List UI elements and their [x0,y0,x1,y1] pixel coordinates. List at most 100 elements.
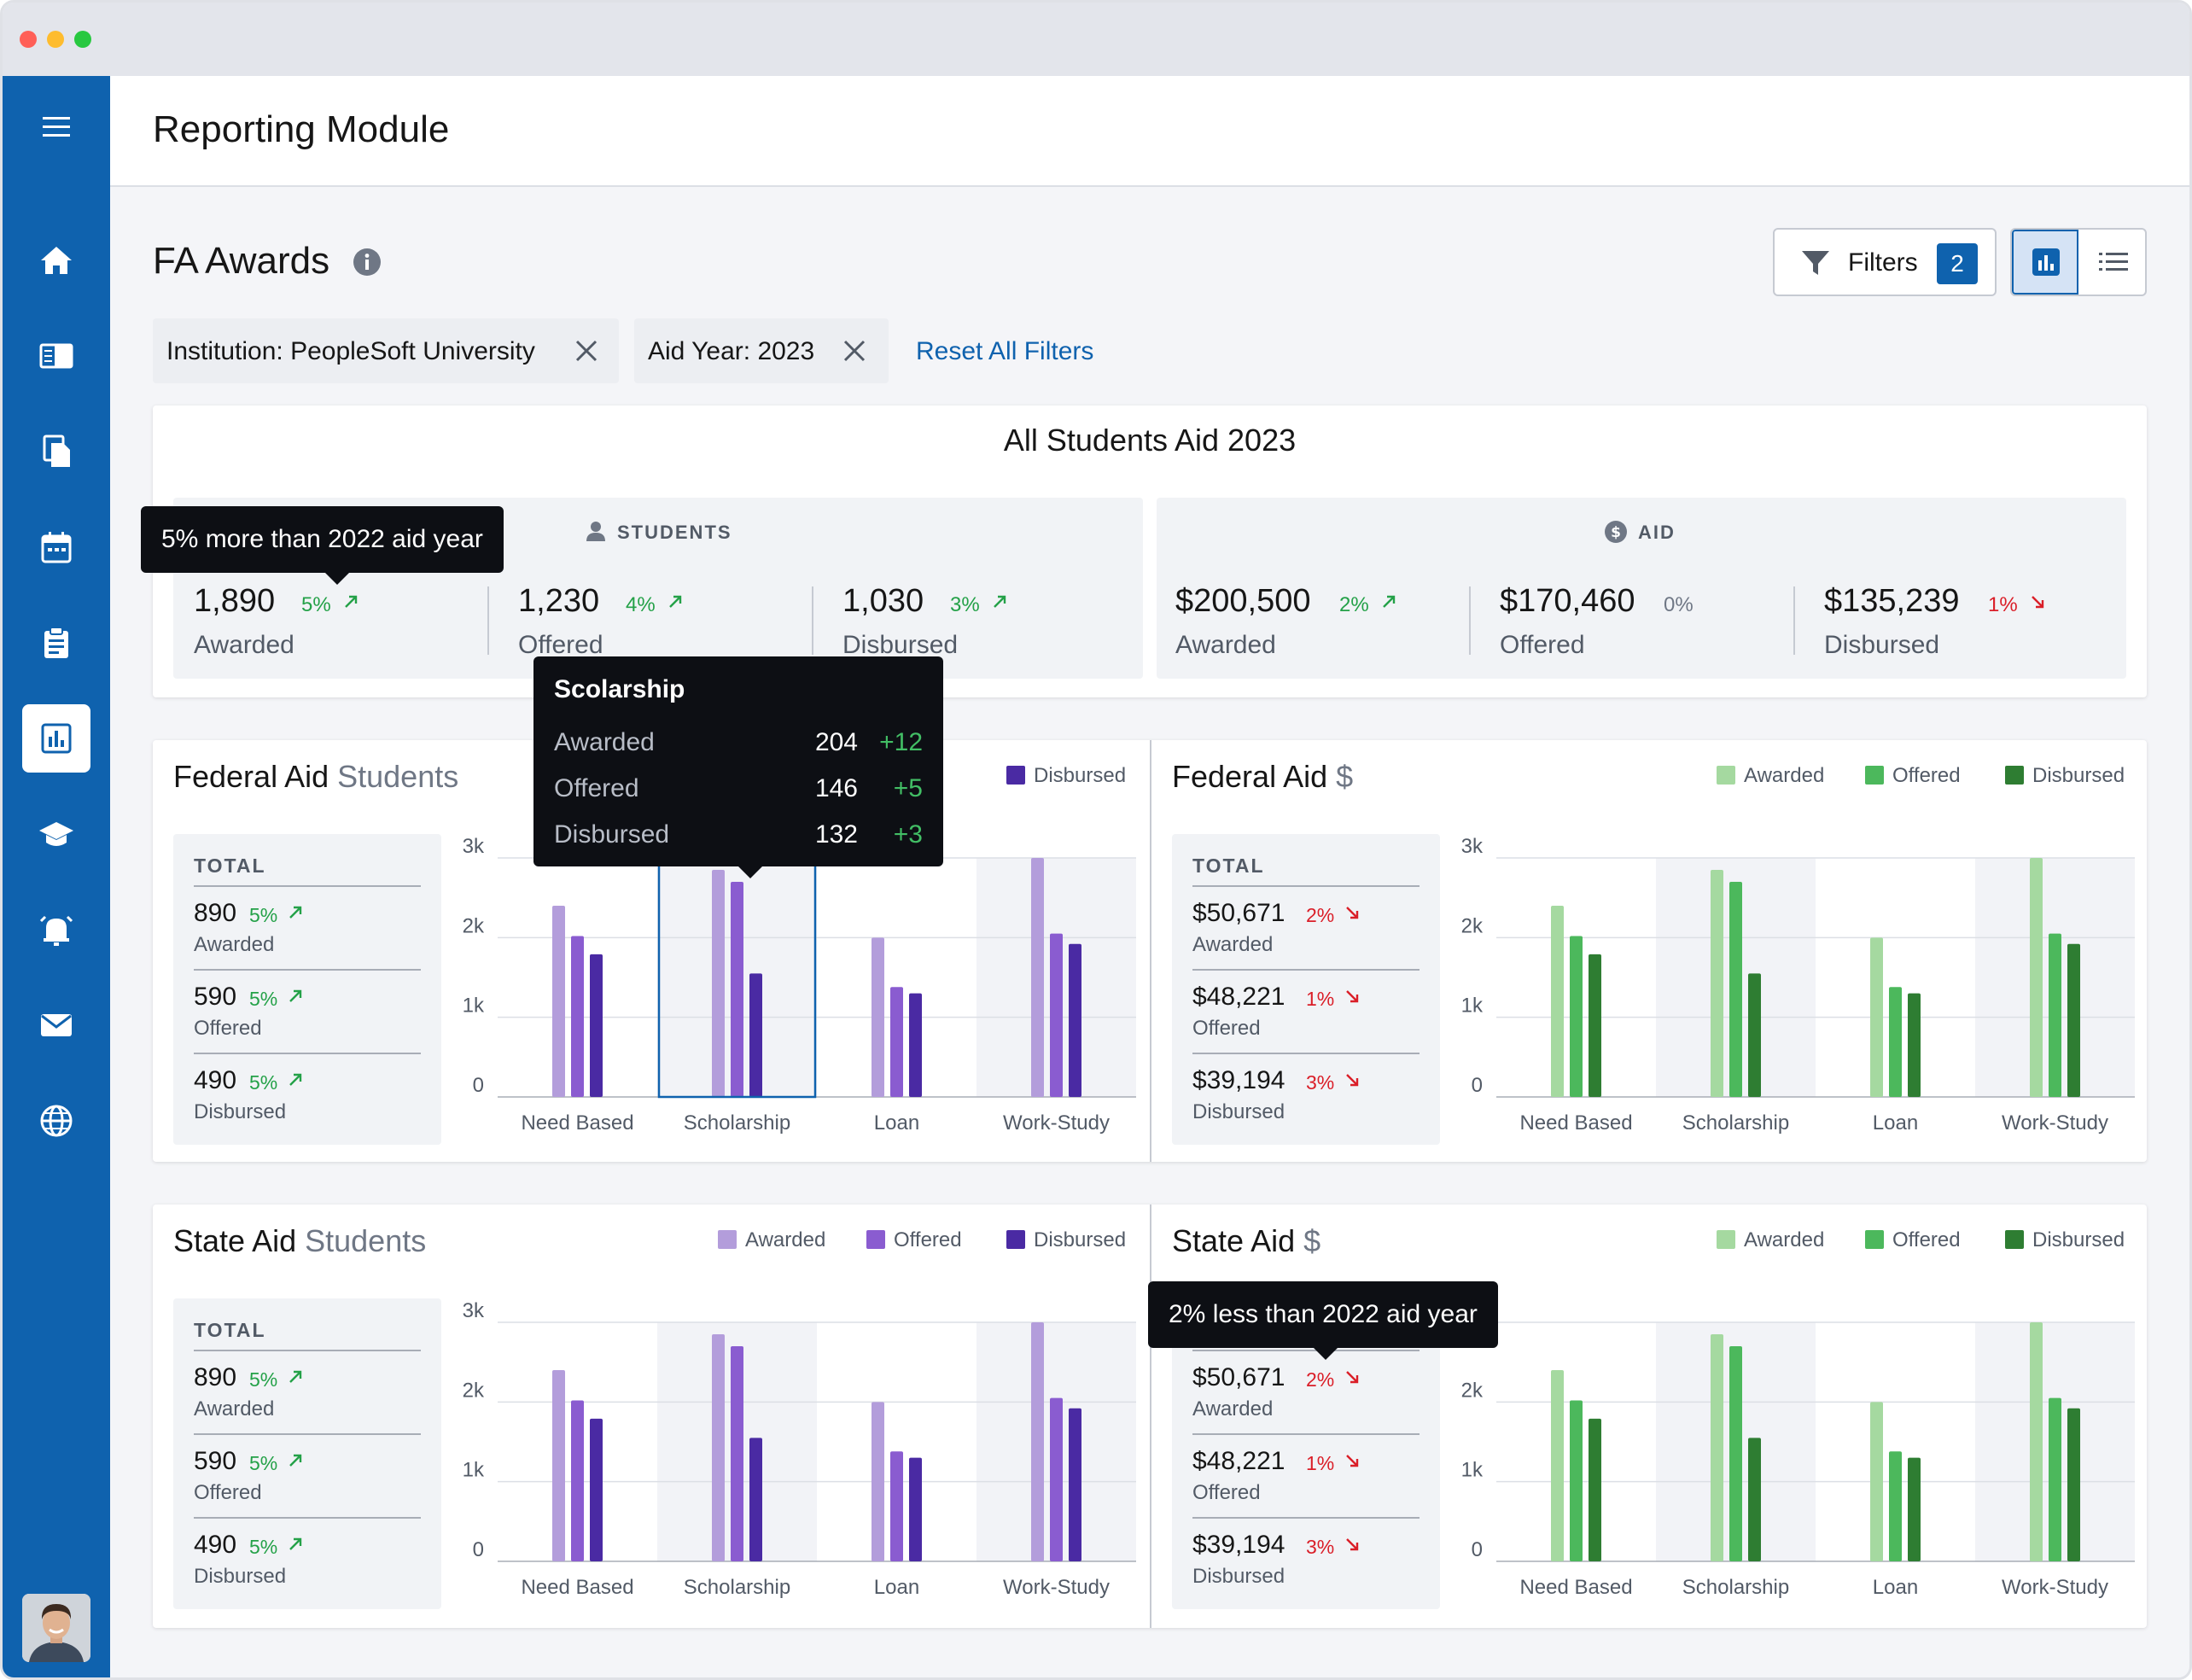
totals-change: 2% [1306,1368,1335,1391]
totals-change: 3% [1306,1071,1335,1094]
arrow-up-right-icon [289,1073,302,1086]
bar-awarded-loan[interactable] [1870,937,1883,1097]
list-view-button[interactable] [2080,230,2145,295]
bar-awarded-work-study[interactable] [1031,858,1044,1097]
graduation-cap-icon[interactable] [22,800,90,868]
bar-awarded-need-based[interactable] [1551,906,1564,1097]
bar-awarded-scholarship[interactable] [1711,870,1723,1097]
bar-offered-scholarship[interactable] [731,1346,743,1561]
bar-awarded-scholarship[interactable] [712,1334,725,1561]
reports-icon[interactable] [22,704,90,773]
totals-divider [1192,1517,1420,1519]
bar-offered-scholarship[interactable] [1729,882,1742,1097]
bar-offered-scholarship[interactable] [1729,1346,1742,1561]
totals-label: Awarded [1192,1397,1274,1420]
totals-divider [1192,1433,1420,1435]
minimize-window-button[interactable] [47,31,64,48]
legend-label: Awarded [1744,764,1825,787]
aid-header: AID [1638,522,1676,543]
bar-awarded-need-based[interactable] [552,1370,565,1561]
info-icon[interactable] [353,248,382,277]
bar-awarded-loan[interactable] [872,937,884,1097]
bar-disbursed-scholarship[interactable] [749,1438,762,1561]
bar-disbursed-loan[interactable] [1908,1457,1921,1561]
menu-icon[interactable] [22,93,90,161]
bar-offered-loan[interactable] [890,1451,903,1561]
bar-offered-work-study[interactable] [1050,1397,1063,1561]
bar-offered-scholarship[interactable] [731,882,743,1097]
close-icon[interactable] [841,337,868,365]
bar-offered-loan[interactable] [1889,987,1902,1097]
bar-offered-work-study[interactable] [2049,1397,2061,1561]
avatar[interactable] [22,1594,90,1662]
clipboard-icon[interactable] [22,609,90,677]
bar-offered-work-study[interactable] [2049,933,2061,1097]
bar-offered-need-based[interactable] [571,1400,584,1561]
x-tick-label: Work-Study [1003,1111,1110,1135]
bar-awarded-loan[interactable] [872,1402,884,1561]
totals-divider [1192,885,1420,887]
bar-offered-loan[interactable] [890,987,903,1097]
totals-divider [194,885,421,887]
calendar-icon[interactable] [22,513,90,581]
bar-awarded-scholarship[interactable] [712,870,725,1097]
bar-disbursed-loan[interactable] [909,1457,922,1561]
globe-icon[interactable] [22,1087,90,1155]
bar-disbursed-scholarship[interactable] [1748,973,1761,1097]
mail-icon[interactable] [22,991,90,1059]
news-icon[interactable] [22,322,90,390]
chart-view-button[interactable] [2012,230,2078,295]
close-window-button[interactable] [20,31,37,48]
filters-button[interactable]: Filters 2 [1773,228,1997,296]
bar-awarded-work-study[interactable] [2030,858,2043,1097]
totals-label: Awarded [1192,933,1274,956]
y-tick-label: 1k [463,995,485,1018]
bar-disbursed-loan[interactable] [909,993,922,1097]
metric-value: $200,500 [1175,583,1311,619]
totals-label: Awarded [194,933,275,956]
arrow-up-right-icon [345,595,358,608]
bar-disbursed-work-study[interactable] [2067,1408,2080,1561]
bar-awarded-scholarship[interactable] [1711,1334,1723,1561]
bar-disbursed-loan[interactable] [1908,993,1921,1097]
bar-awarded-need-based[interactable] [552,906,565,1097]
metric-separator [1469,586,1471,655]
y-tick-label: 0 [1472,1538,1483,1561]
documents-icon[interactable] [22,417,90,486]
bar-offered-loan[interactable] [1889,1451,1902,1561]
bar-disbursed-work-study[interactable] [1069,943,1081,1097]
arrow-down-right-icon [1346,1455,1359,1467]
legend-swatch [866,1230,885,1249]
page-title: FA Awards [153,240,330,282]
totals-value: 890 [194,899,237,927]
home-icon[interactable] [22,226,90,295]
bar-disbursed-need-based[interactable] [590,954,603,1097]
bar-disbursed-need-based[interactable] [1589,1418,1601,1561]
reset-all-filters-link[interactable]: Reset All Filters [916,337,1094,365]
window-titlebar [3,3,2189,76]
alarm-icon[interactable] [22,895,90,964]
bar-disbursed-work-study[interactable] [1069,1408,1081,1561]
bar-awarded-work-study[interactable] [2030,1322,2043,1561]
y-tick-label: 3k [1461,835,1484,858]
bar-disbursed-scholarship[interactable] [1748,1438,1761,1561]
bar-offered-need-based[interactable] [571,936,584,1097]
bar-awarded-loan[interactable] [1870,1402,1883,1561]
bar-awarded-work-study[interactable] [1031,1322,1044,1561]
bar-disbursed-need-based[interactable] [1589,954,1601,1097]
totals-change: 1% [1306,988,1335,1010]
bar-disbursed-scholarship[interactable] [749,973,762,1097]
totals-label: Offered [1192,1481,1261,1504]
bar-disbursed-need-based[interactable] [590,1418,603,1561]
bar-awarded-need-based[interactable] [1551,1370,1564,1561]
y-tick-label: 0 [473,1538,484,1561]
maximize-window-button[interactable] [74,31,91,48]
tooltip-row-label: Disbursed [554,820,670,849]
close-icon[interactable] [573,337,600,365]
bar-disbursed-work-study[interactable] [2067,943,2080,1097]
totals-value: $48,221 [1192,1447,1285,1475]
bar-offered-work-study[interactable] [1050,933,1063,1097]
bar-offered-need-based[interactable] [1570,936,1583,1097]
bar-offered-need-based[interactable] [1570,1400,1583,1561]
x-tick-label: Need Based [521,1111,633,1135]
